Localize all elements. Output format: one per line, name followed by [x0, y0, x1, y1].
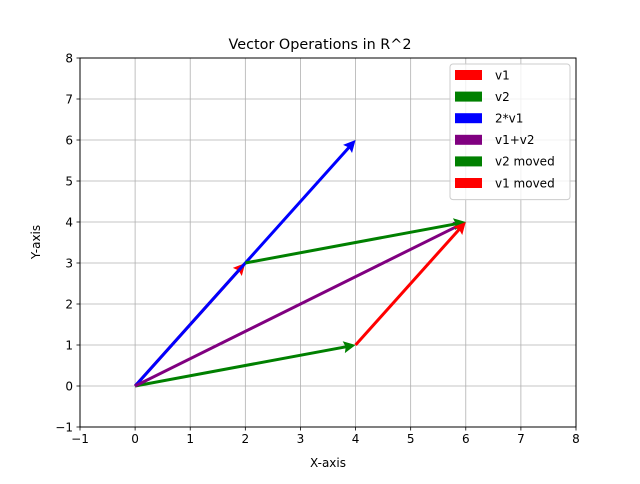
x-tick-label: 1	[186, 432, 194, 446]
y-axis-label: Y-axis	[29, 225, 43, 260]
x-tick-label: −1	[71, 432, 89, 446]
y-tick-label: 4	[65, 215, 73, 229]
vector-arrows	[133, 140, 466, 388]
y-tick-label: 1	[65, 338, 73, 352]
legend-label: v1	[495, 68, 510, 82]
x-tick-label: 8	[572, 432, 580, 446]
arrow-v1-moved	[354, 222, 466, 346]
legend-label: v2 moved	[495, 155, 555, 169]
x-tick-label: 7	[517, 432, 525, 446]
x-tick-label: 5	[407, 432, 415, 446]
legend-swatch	[455, 156, 482, 167]
legend-label: v2	[495, 90, 510, 104]
chart-title: Vector Operations in R^2	[228, 37, 411, 53]
x-tick-label: 4	[352, 432, 360, 446]
legend-label: 2*v1	[495, 112, 523, 126]
legend-swatch	[455, 91, 482, 102]
x-axis-label: X-axis	[310, 456, 346, 470]
y-tick-label: 6	[65, 133, 73, 147]
legend-swatch	[455, 113, 482, 124]
y-tick-label: 3	[65, 256, 73, 270]
legend-swatch	[455, 70, 482, 80]
y-tick-label: −1	[55, 420, 73, 434]
x-tick-label: 6	[462, 432, 470, 446]
axis-ticks: −1 0 1 2 3 4 5 6 7 8 −1 0 1 2 3 4 5 6 7 8	[55, 51, 580, 446]
legend-swatch	[455, 134, 482, 145]
y-tick-label: 7	[65, 92, 73, 106]
axes-frame	[79, 57, 577, 428]
y-tick-label: 2	[65, 297, 73, 311]
legend-swatch	[455, 178, 482, 188]
arrow-v1-v2	[134, 221, 466, 388]
arrow-v2-moved	[245, 218, 466, 265]
y-tick-label: 8	[65, 51, 73, 65]
arrow-2-v1	[133, 140, 356, 387]
x-tick-label: 2	[242, 432, 250, 446]
x-tick-label: 0	[131, 432, 139, 446]
arrow-v2	[134, 341, 356, 388]
y-tick-label: 5	[65, 174, 73, 188]
legend: v1 v2 2*v1 v1+v2 v2 moved v1 moved	[449, 63, 571, 201]
y-tick-label: 0	[65, 379, 73, 393]
x-tick-label: 3	[297, 432, 305, 446]
legend-label: v1 moved	[495, 176, 555, 190]
legend-label: v1+v2	[495, 133, 535, 147]
